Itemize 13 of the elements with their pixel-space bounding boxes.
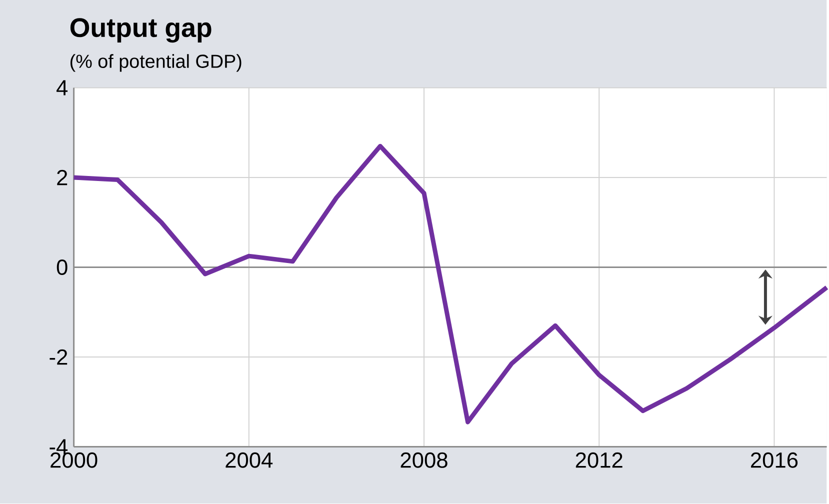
x-tick-label: 2016 <box>751 452 798 468</box>
y-tick-label: 0 <box>56 260 68 276</box>
y-tick-label: -2 <box>50 350 68 365</box>
y-tick-label: 2 <box>57 170 68 186</box>
x-tick-label: 2004 <box>226 452 273 468</box>
x-tick-label: 2012 <box>576 452 622 468</box>
x-tick-label: 2008 <box>400 452 448 468</box>
y-tick-label: 4 <box>56 80 68 96</box>
line-series <box>72 144 829 425</box>
y-tick-label: -4 <box>50 439 68 454</box>
chart-title: Output gap <box>70 18 212 43</box>
chart-subtitle: (% of potential GDP) <box>70 54 242 72</box>
x-tick-label: 2000 <box>50 452 98 468</box>
